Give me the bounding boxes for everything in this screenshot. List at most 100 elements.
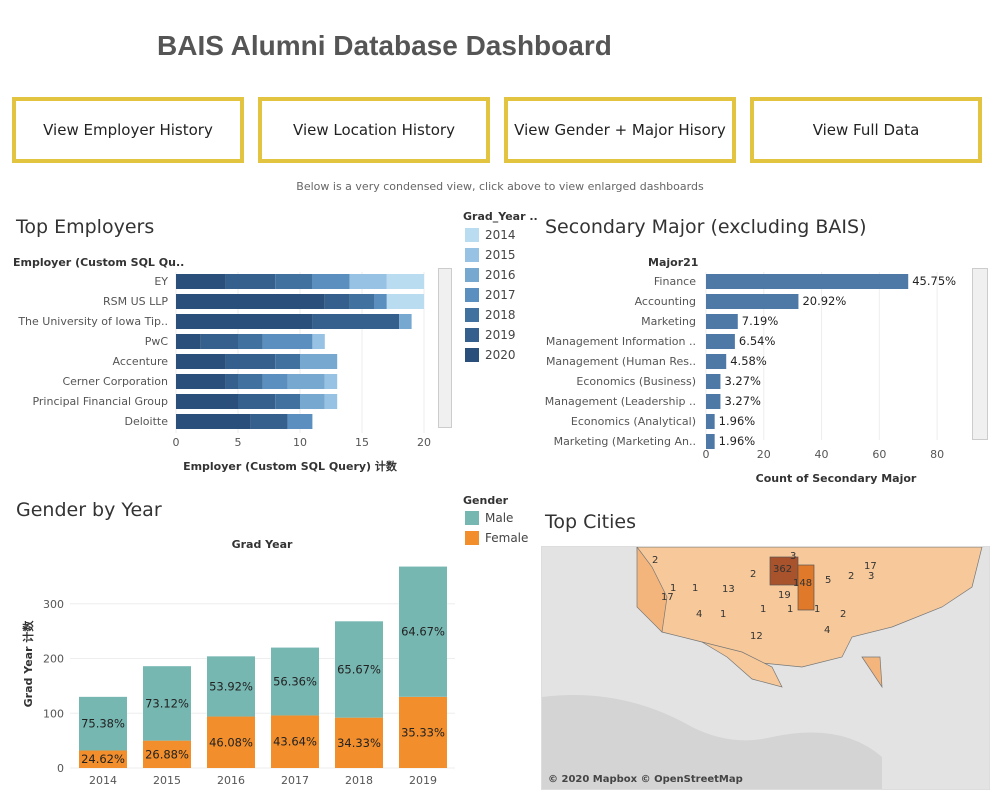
major-label: Marketing	[641, 315, 696, 328]
city-count-label: 2	[840, 609, 847, 620]
year-swatch	[465, 328, 479, 342]
x-tick-label: 2014	[89, 774, 117, 787]
cities-title: Top Cities	[545, 511, 636, 533]
employers-axis-header: Employer (Custom SQL Qu..	[13, 256, 184, 269]
male-bar	[399, 566, 447, 697]
city-count-label: 4	[696, 609, 703, 620]
major-bar	[706, 294, 799, 309]
city-count-label: 2	[848, 571, 855, 582]
bar-segment	[275, 354, 300, 369]
bar-segment	[262, 334, 313, 349]
year-label: 2016	[485, 268, 516, 282]
legend-year-2020: 2020	[465, 348, 516, 362]
major-label: Accounting	[635, 295, 696, 308]
legend-year-2014: 2014	[465, 228, 516, 242]
bar-segment	[312, 314, 400, 329]
employer-label: The University of Iowa Tip..	[17, 315, 168, 328]
major-bar	[706, 274, 909, 289]
major-percent-label: 7.19%	[742, 314, 779, 328]
majors-x-axis-label: Count of Secondary Major	[756, 472, 917, 485]
x-tick-label: 60	[872, 448, 886, 461]
city-count-label: 1	[787, 604, 794, 615]
cities-map[interactable]: 2 3 2 362 148 5 2 3 17 1 1 13 19 17 4 1 1 1 1 2 12 4 © 2020 M…	[541, 546, 990, 790]
view-employer-history-button[interactable]: View Employer History	[12, 97, 244, 163]
city-count-label: 362	[773, 564, 793, 575]
major-label: Economics (Analytical)	[571, 415, 696, 428]
x-tick-label: 2016	[217, 774, 245, 787]
female-bar	[207, 716, 255, 768]
female-percent-label: 43.64%	[273, 735, 317, 749]
major-label: Marketing (Marketing An..	[554, 435, 696, 448]
employers-chart[interactable]: Employer (Custom SQL Qu.. 0 5 10 15 20 EY RSM U…	[0, 248, 440, 480]
employers-x-axis-label: Employer (Custom SQL Query) 计数	[183, 459, 398, 473]
view-gender-major-history-button[interactable]: View Gender + Major Hisory	[504, 97, 736, 163]
major-label: Finance	[654, 275, 696, 288]
legend-year-2016: 2016	[465, 268, 516, 282]
bar-segment	[300, 354, 338, 369]
view-full-data-button[interactable]: View Full Data	[750, 97, 982, 163]
city-count-label: 12	[750, 631, 763, 642]
male-percent-label: 73.12%	[145, 696, 189, 710]
year-swatch	[465, 248, 479, 262]
major-percent-label: 1.96%	[719, 434, 756, 448]
bar-segment	[176, 314, 313, 329]
bar-segment	[324, 374, 338, 389]
male-swatch	[465, 511, 479, 525]
bar-segment	[176, 294, 325, 309]
view-location-history-button[interactable]: View Location History	[258, 97, 490, 163]
female-bar	[399, 696, 447, 768]
employers-scrollbar[interactable]	[438, 268, 452, 428]
male-percent-label: 75.38%	[81, 717, 125, 731]
bar-segment	[200, 334, 238, 349]
city-count-label: 17	[864, 561, 877, 572]
x-tick-label: 5	[235, 436, 242, 449]
gender-y-axis-label: Grad Year 计数	[21, 620, 35, 708]
major-label: Management (Leadership ..	[545, 395, 696, 408]
female-bar	[143, 740, 191, 768]
major-percent-label: 3.27%	[724, 374, 761, 388]
legend-year-2018: 2018	[465, 308, 516, 322]
major-bar	[706, 434, 715, 449]
x-tick-label: 15	[355, 436, 369, 449]
x-tick-label: 2018	[345, 774, 373, 787]
majors-scrollbar[interactable]	[972, 268, 988, 440]
major-percent-label: 4.58%	[730, 354, 767, 368]
female-bar	[271, 715, 319, 768]
female-swatch	[465, 531, 479, 545]
legend-male: Male	[465, 511, 513, 525]
year-swatch	[465, 348, 479, 362]
year-swatch	[465, 308, 479, 322]
employer-label: Cerner Corporation	[62, 375, 168, 388]
legend-year-2019: 2019	[465, 328, 516, 342]
gender-chart[interactable]: Grad Year Grad Year 计数 0 100 200 300 75.38% 24.…	[0, 530, 460, 792]
city-count-label: 1	[814, 604, 821, 615]
major-bar	[706, 314, 738, 329]
bar-segment	[275, 274, 313, 289]
x-tick-label: 2017	[281, 774, 309, 787]
city-count-label: 13	[722, 584, 735, 595]
majors-chart[interactable]: Major21 0 20 40 60 80 Finance 45.75% Accounting 2…	[520, 248, 970, 490]
major-label: Management (Human Res..	[546, 355, 696, 368]
city-count-label: 3	[868, 571, 875, 582]
year-swatch	[465, 268, 479, 282]
city-count-label: 1	[720, 609, 727, 620]
city-count-label: 3	[790, 551, 797, 562]
x-tick-label: 2015	[153, 774, 181, 787]
bar-segment	[238, 334, 263, 349]
employer-label: RSM US LLP	[103, 295, 168, 308]
major-percent-label: 20.92%	[802, 294, 846, 308]
male-bar	[79, 696, 127, 751]
major-percent-label: 1.96%	[719, 414, 756, 428]
female-percent-label: 34.33%	[337, 736, 381, 750]
x-tick-label: 40	[815, 448, 829, 461]
major-bar	[706, 334, 735, 349]
legend-year-2015: 2015	[465, 248, 516, 262]
bar-segment	[176, 374, 226, 389]
bar-segment	[238, 394, 276, 409]
year-label: 2017	[485, 288, 516, 302]
city-count-label: 2	[652, 555, 659, 566]
bar-segment	[287, 414, 313, 429]
major-label: Economics (Business)	[576, 375, 696, 388]
bar-segment	[324, 394, 338, 409]
female-percent-label: 26.88%	[145, 747, 189, 761]
